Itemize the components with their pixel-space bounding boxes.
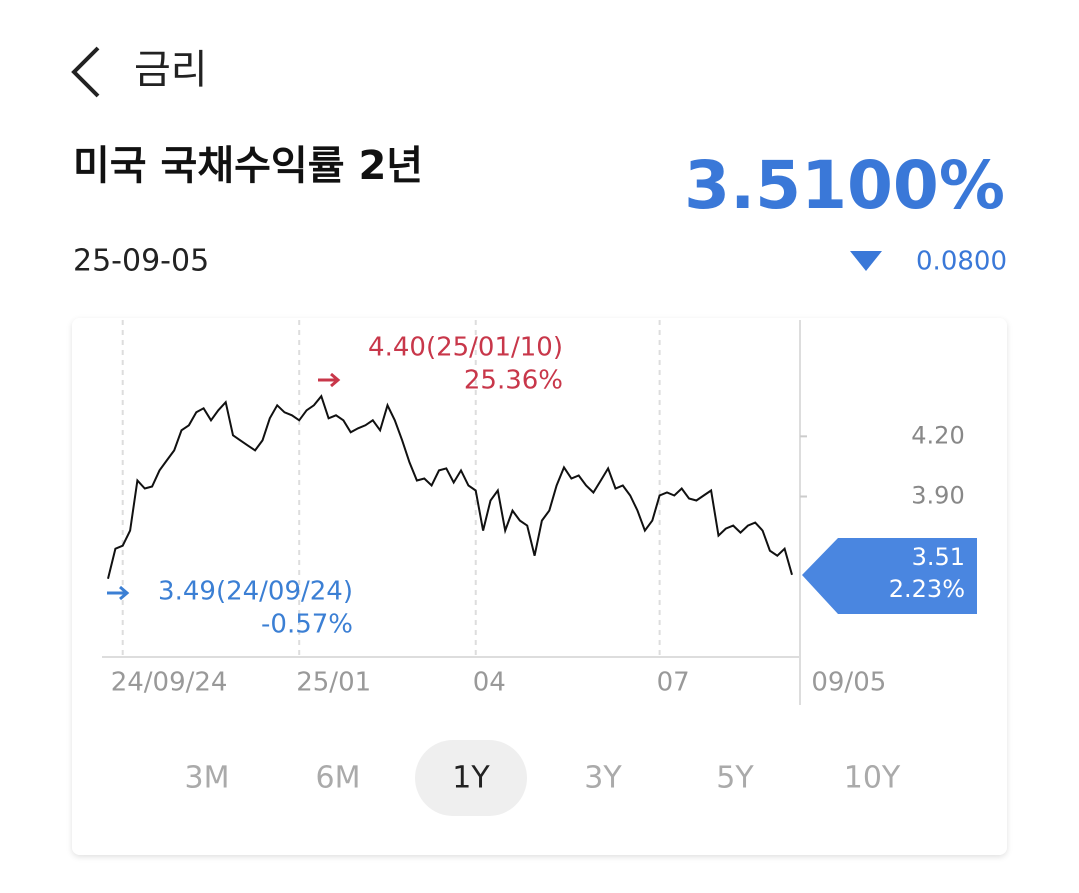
y-tick-label: 4.20	[911, 421, 964, 449]
x-tick-label: 24/09/24	[111, 668, 228, 698]
chart-card	[72, 318, 1007, 855]
range-button[interactable]: 5Y	[716, 761, 754, 796]
range-button[interactable]: 3Y	[584, 761, 622, 796]
instrument-name: 미국 국채수익률 2년	[73, 143, 423, 189]
header-title: 금리	[134, 47, 208, 93]
last-tag	[802, 538, 977, 614]
price: 3.5100%	[684, 147, 1005, 224]
x-tick-label: 07	[657, 668, 690, 698]
range-button[interactable]: 3M	[185, 761, 230, 796]
low-label: 3.49(24/09/24)	[158, 577, 353, 607]
low-arrow	[107, 585, 130, 601]
range-button-selected[interactable]	[415, 740, 527, 816]
high-label: 4.40(25/01/10)	[368, 333, 563, 363]
low-change: -0.57%	[261, 610, 353, 640]
range-button[interactable]: 10Y	[844, 761, 901, 796]
high-change: 25.36%	[464, 366, 563, 396]
last-change: 2.23%	[889, 575, 965, 603]
down-arrow	[850, 251, 882, 271]
last-value: 3.51	[912, 543, 965, 571]
range-button[interactable]: 6M	[316, 761, 361, 796]
range-button[interactable]: 1Y	[452, 761, 490, 796]
back-button[interactable]	[71, 46, 100, 98]
x-tick-label: 04	[473, 668, 506, 698]
price-line	[107, 394, 793, 580]
x-tick-label: 25/01	[296, 668, 371, 698]
x-tick-label: 09/05	[811, 668, 886, 698]
change: 0.0800	[916, 247, 1007, 277]
high-arrow	[318, 372, 341, 388]
y-tick-label: 3.90	[911, 482, 964, 510]
date: 25-09-05	[73, 244, 209, 279]
